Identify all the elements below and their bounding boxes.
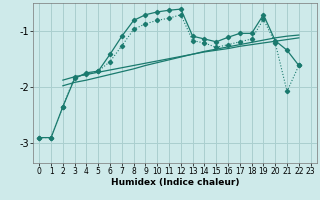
X-axis label: Humidex (Indice chaleur): Humidex (Indice chaleur): [111, 178, 239, 187]
